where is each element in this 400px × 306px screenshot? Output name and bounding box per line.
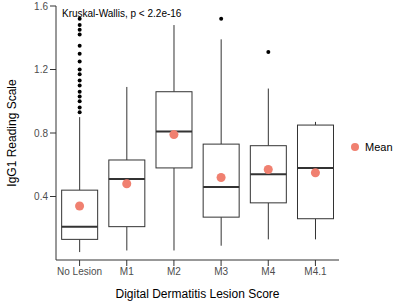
svg-text:1.2: 1.2 <box>34 64 48 75</box>
svg-text:M4.1: M4.1 <box>304 266 327 277</box>
svg-text:M3: M3 <box>214 266 228 277</box>
svg-text:M4: M4 <box>261 266 275 277</box>
svg-text:No Lesion: No Lesion <box>57 266 102 277</box>
svg-text:0.4: 0.4 <box>34 191 48 202</box>
svg-text:Digital Dermatitis Lesion Scor: Digital Dermatitis Lesion Score <box>115 287 279 301</box>
html-text:Kruskal-Wallis, p < 2.2e-16: Kruskal-Wallis, p < 2.2e-16 <box>62 8 182 19</box>
svg-text:M1: M1 <box>120 266 134 277</box>
svg-text:0.8: 0.8 <box>34 128 48 139</box>
svg-text:1.6: 1.6 <box>34 1 48 12</box>
html-text:Mean: Mean <box>365 141 393 153</box>
svg-text:M2: M2 <box>167 266 181 277</box>
svg-text:IgG1 Reading Scale: IgG1 Reading Scale <box>8 79 19 187</box>
